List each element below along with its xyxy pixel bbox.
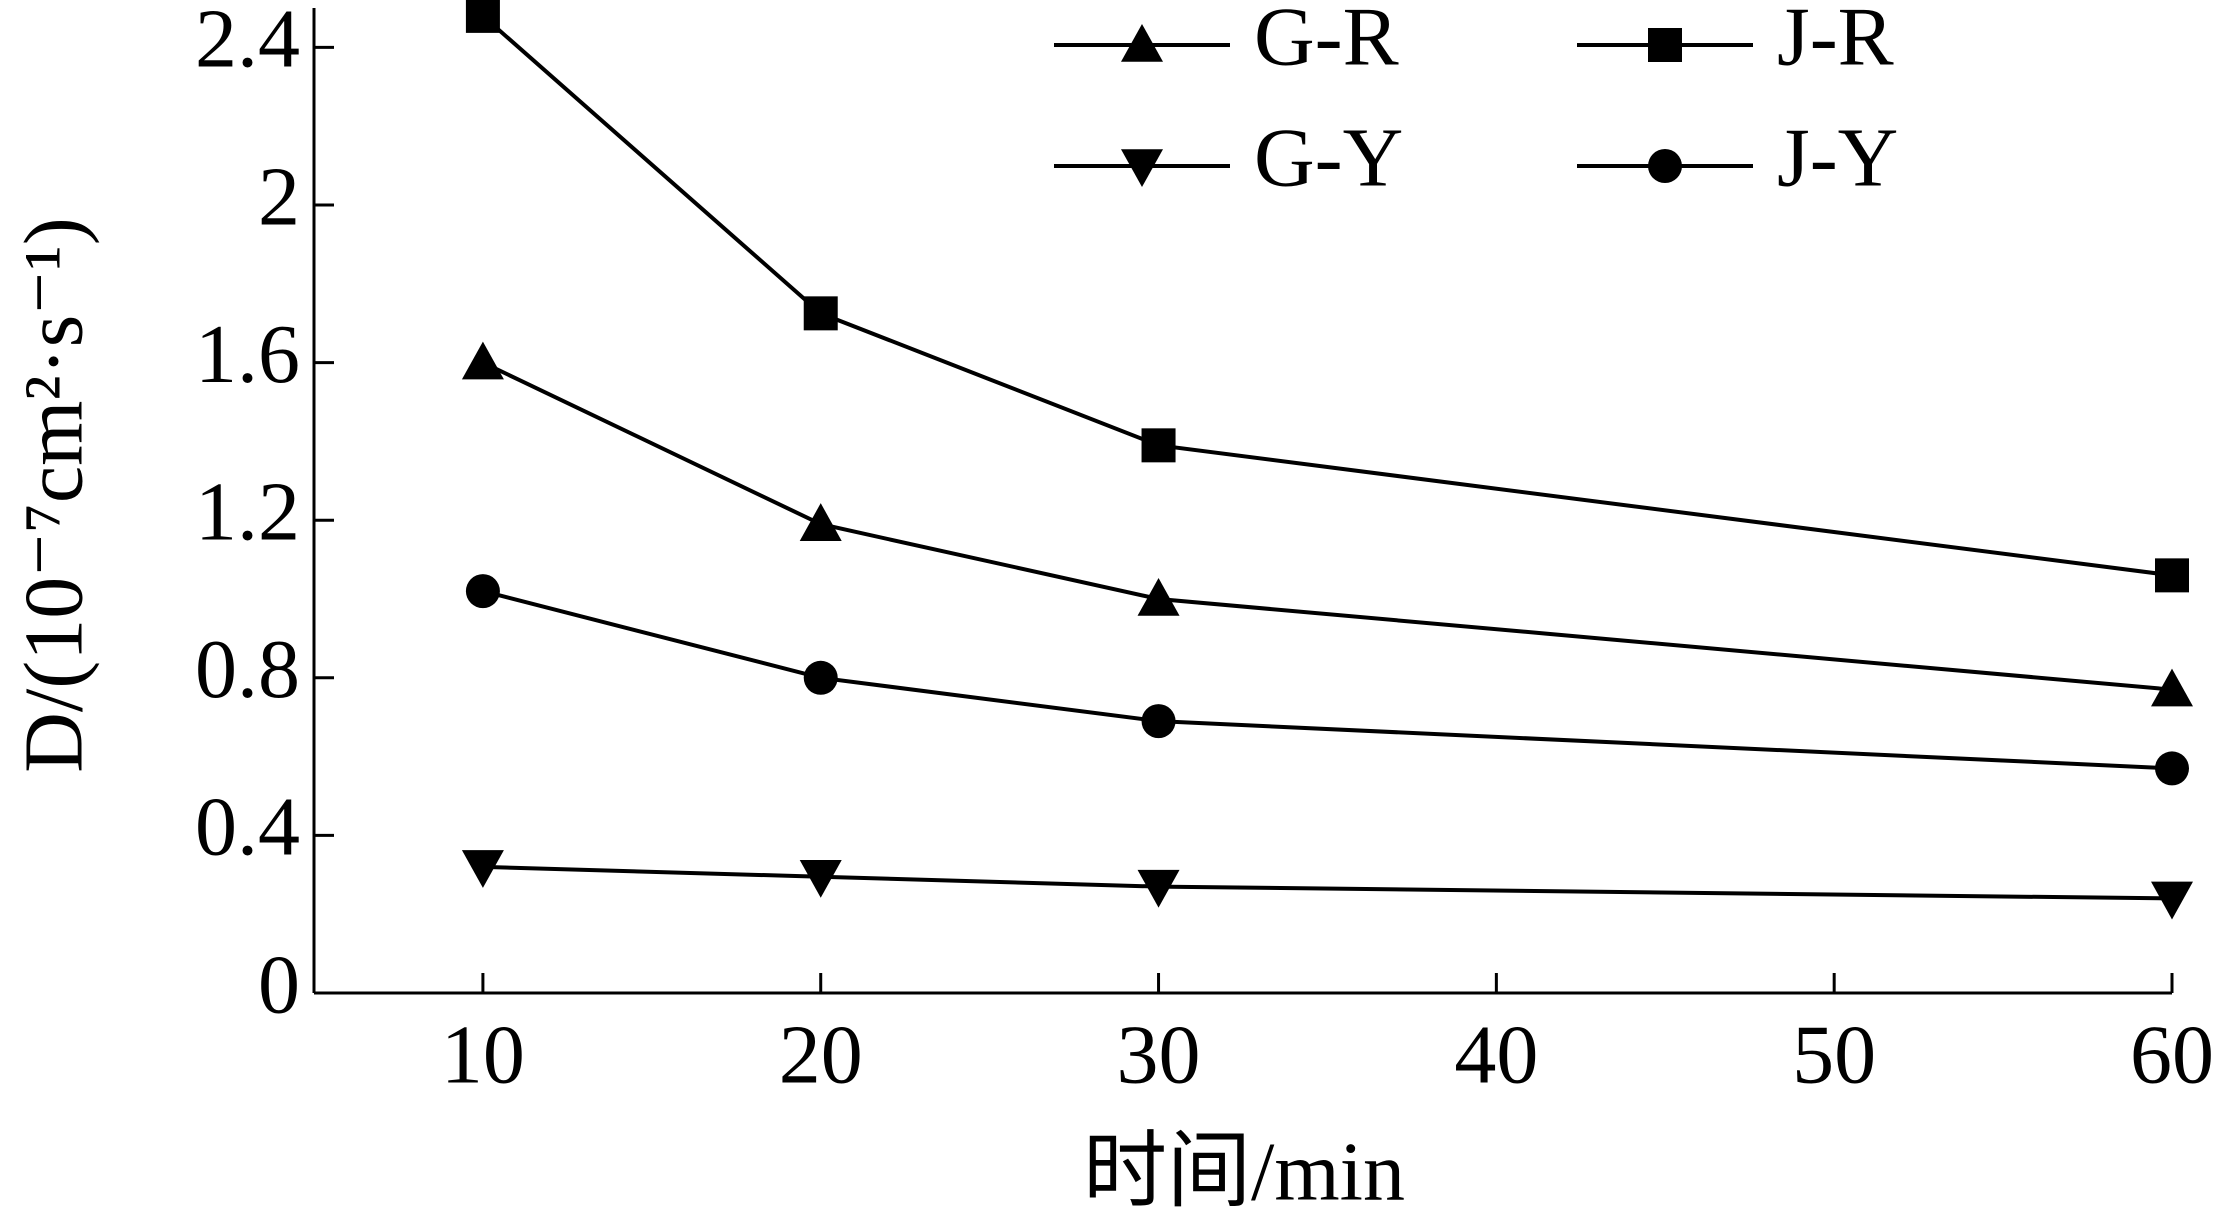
y-tick-label: 0.8 <box>195 623 300 716</box>
marker <box>803 296 838 331</box>
legend-marker <box>1121 149 1163 187</box>
legend-label: G-Y <box>1254 111 1403 204</box>
x-tick-label: 10 <box>441 1008 525 1101</box>
series-line <box>482 864 2173 901</box>
marker <box>2151 881 2193 920</box>
marker <box>1141 428 1176 463</box>
marker <box>1137 869 1180 908</box>
legend-marker <box>1121 24 1163 62</box>
legend-marker <box>1648 28 1682 62</box>
x-axis-label: 时间/min <box>1083 1125 1405 1218</box>
x-tick-label: 50 <box>1792 1008 1876 1101</box>
legend-label: G-R <box>1254 0 1399 83</box>
series-line <box>481 14 2173 578</box>
marker <box>465 0 500 33</box>
series-line <box>482 360 2173 692</box>
legend-marker <box>1648 149 1682 183</box>
marker <box>465 574 500 609</box>
x-tick-label: 40 <box>1454 1008 1538 1101</box>
marker <box>461 341 504 380</box>
marker <box>2155 751 2189 786</box>
x-tick-label: 30 <box>1117 1008 1201 1101</box>
y-tick-label: 2.4 <box>195 0 300 86</box>
y-tick-label: 1.2 <box>195 465 300 558</box>
marker <box>2155 558 2189 593</box>
y-axis-label: D/(10⁻⁷cm²·s⁻¹) <box>7 217 100 773</box>
marker <box>803 660 838 695</box>
marker <box>799 859 842 898</box>
series-line <box>482 589 2173 771</box>
y-tick-label: 1.6 <box>195 308 300 401</box>
marker <box>1137 578 1180 616</box>
x-tick-label: 20 <box>779 1008 863 1101</box>
y-tick-label: 0 <box>258 938 300 1031</box>
marker <box>461 850 504 888</box>
y-tick-label: 2 <box>258 150 300 243</box>
x-tick-label: 60 <box>2130 1008 2214 1101</box>
legend-label: J-Y <box>1777 111 1898 204</box>
marker <box>799 503 842 541</box>
legend-label: J-R <box>1777 0 1894 83</box>
marker <box>2151 668 2193 707</box>
y-tick-label: 0.4 <box>195 781 300 874</box>
marker <box>1141 704 1176 739</box>
